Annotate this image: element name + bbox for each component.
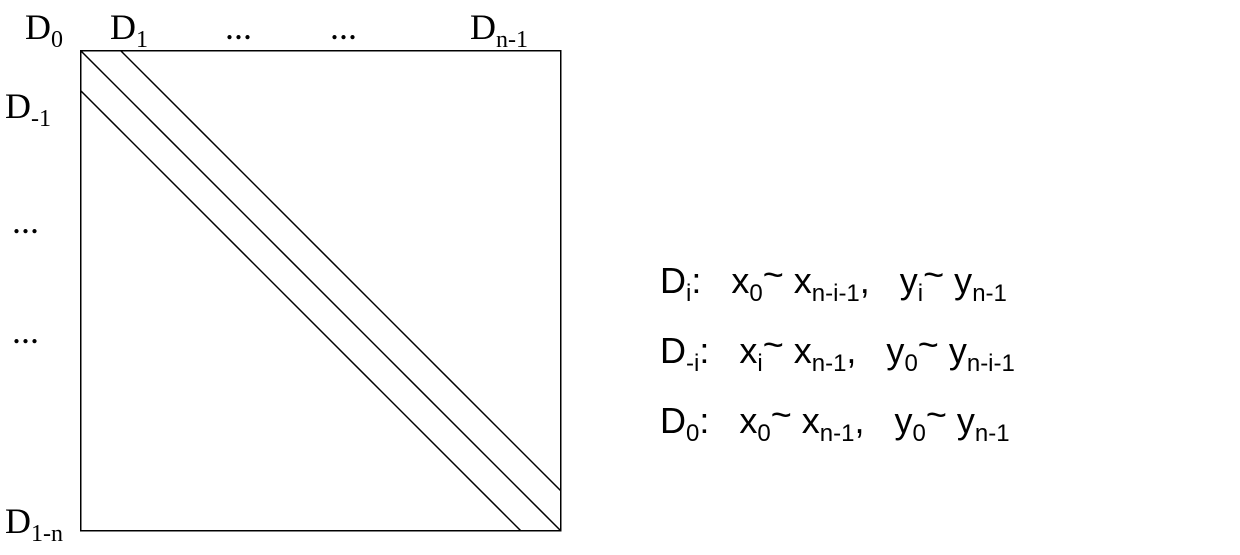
left-label-0: D-1 [5,85,51,133]
left-label-2: ... [12,310,39,352]
diagram-container: D0 D1...... Dn-1 D-1...... D1-n Di: x0~ xn-… [0,0,1240,555]
equations-block: Di: x0~ xn-i-1, yi~ yn-1 D-i: xi~ xn-1, y… [660,260,1015,471]
equation-line-2: D0: x0~ xn-1, y0~ yn-1 [660,400,1015,448]
equation-line-1: D-i: xi~ xn-1, y0~ yn-i-1 [660,330,1015,378]
left-label-3: D1-n [5,500,63,548]
top-label-2: ... [225,6,252,48]
equation-line-0: Di: x0~ xn-i-1, yi~ yn-1 [660,260,1015,308]
left-label-1: ... [12,200,39,242]
matrix-diagram [80,50,562,532]
top-label-4: Dn-1 [470,6,528,54]
top-label-0: D0 [25,6,63,54]
top-label-1: D1 [110,6,148,54]
top-label-3: ... [330,6,357,48]
